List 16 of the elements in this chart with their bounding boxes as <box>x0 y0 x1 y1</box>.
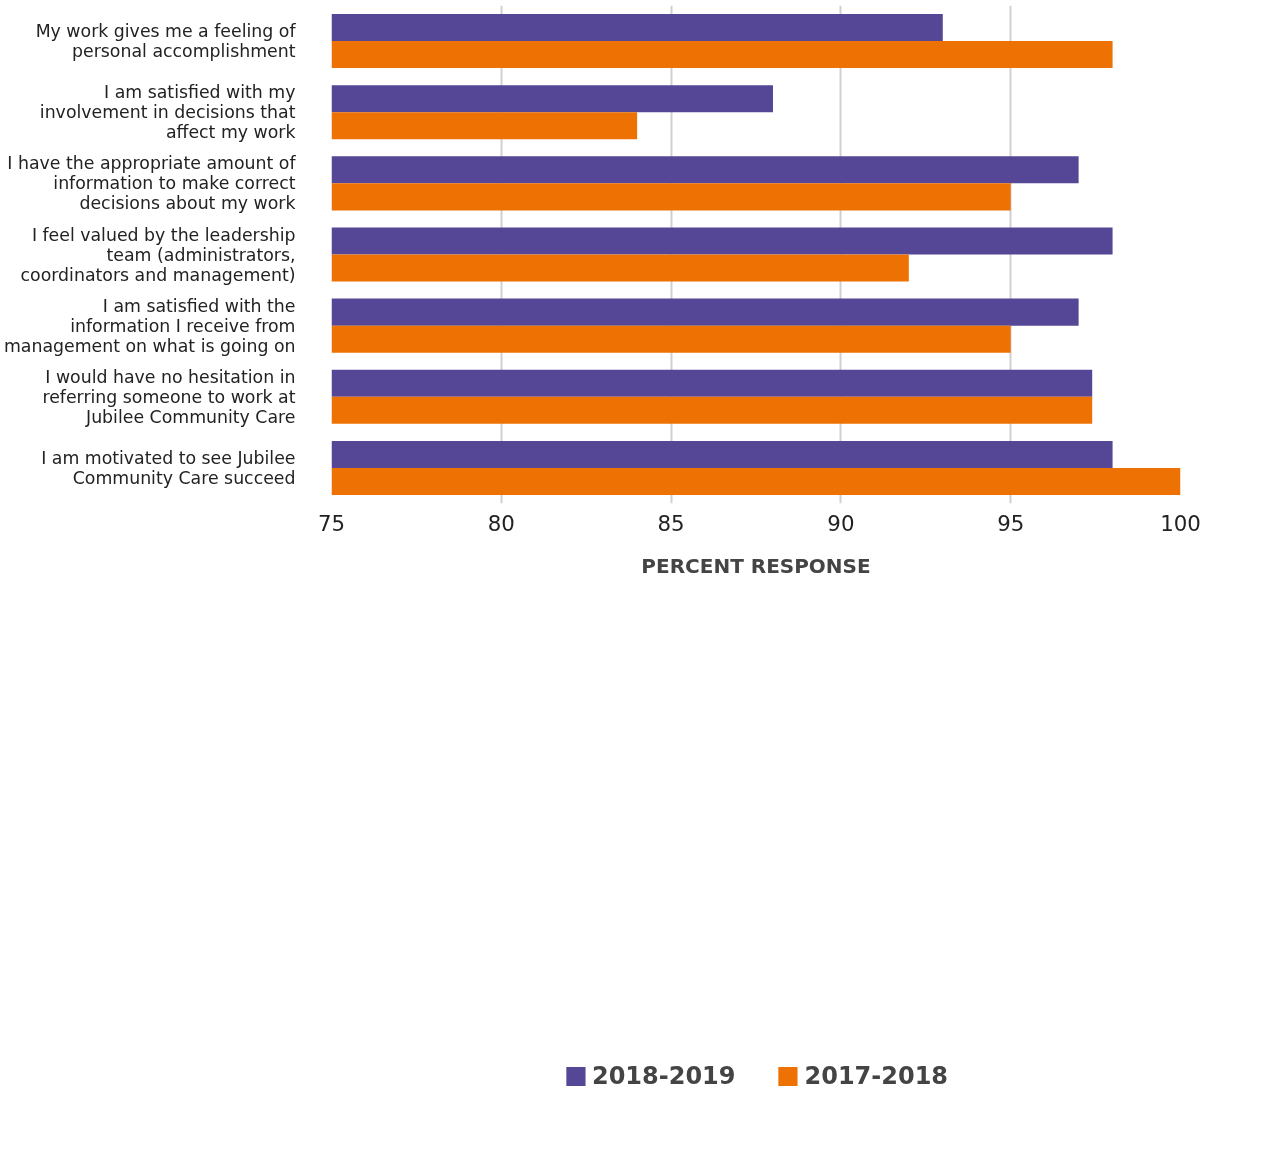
x-tick-label: 80 <box>487 510 515 536</box>
y-tick-label: My work gives me a feeling of personal accomplishment <box>35 21 297 62</box>
y-tick-label: I feel valued by the leadership team (administrators, coordinators and management) <box>20 224 296 285</box>
x-tick-label: 100 <box>1160 510 1201 536</box>
y-tick-label: I am satisfied with my involvement in decisions that affect my work <box>39 82 296 143</box>
x-tick-label: 85 <box>657 510 685 536</box>
y-tick-label: I have the appropriate amount of information to make correct decisions about my work <box>7 153 297 214</box>
x-tick-label: 95 <box>997 510 1025 536</box>
x-axis-title: PERCENT RESPONSE <box>641 553 871 578</box>
x-tick-label: 90 <box>827 510 855 536</box>
y-tick-label: I am satisfied with the information I receive from management on what is going on <box>3 295 296 356</box>
legend-label: 2018-2019 <box>591 1062 736 1090</box>
y-tick-label: I would have no hesitation in referring someone to work at Jubilee Community Care <box>42 366 296 427</box>
legend-label: 2017-2018 <box>804 1062 949 1090</box>
x-tick-label: 75 <box>317 510 346 536</box>
y-tick-label: I am motivated to see Jubilee Community Care succeed <box>41 447 296 488</box>
